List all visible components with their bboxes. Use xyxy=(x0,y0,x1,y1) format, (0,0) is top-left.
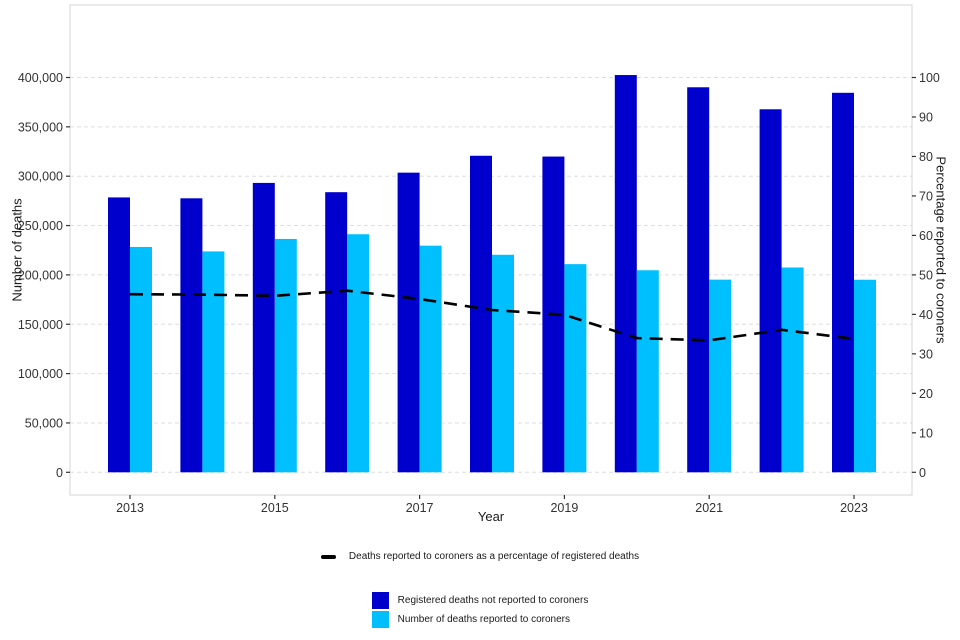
y-axis-tick-label-right: 50 xyxy=(919,268,933,282)
y-axis-tick-label-right: 60 xyxy=(919,229,933,243)
y-axis-tick-label-right: 100 xyxy=(919,71,940,85)
y-axis-tick-label-left: 350,000 xyxy=(18,120,63,134)
y-axis-tick-label-left: 50,000 xyxy=(25,416,63,430)
bar-reported-2017 xyxy=(419,245,442,473)
bar-legend-row-not-reported: Registered deaths not reported to corone… xyxy=(371,592,589,609)
legend-swatch-not-reported xyxy=(371,592,389,609)
bar-not-reported-2014 xyxy=(180,198,203,473)
y-axis-tick-label-right: 30 xyxy=(919,347,933,361)
bar-reported-2020 xyxy=(636,270,659,473)
bar-legend-row-reported: Number of deaths reported to coroners xyxy=(371,611,589,628)
panel-border xyxy=(69,4,913,496)
bar-reported-2018 xyxy=(492,254,514,473)
bar-reported-2019 xyxy=(564,264,587,473)
x-axis-title: Year xyxy=(477,509,505,524)
y-axis-tick-label-right: 80 xyxy=(919,150,933,164)
bar-not-reported-2023 xyxy=(832,92,854,473)
x-axis-tick-label: 2019 xyxy=(550,501,578,515)
y-axis-tick-label-left: 150,000 xyxy=(18,318,63,332)
bar-not-reported-2022 xyxy=(759,109,782,473)
y-axis-title-right: Percentage reported to coroners xyxy=(933,156,949,344)
bar-not-reported-2013 xyxy=(108,197,130,473)
percentage-line xyxy=(129,289,855,342)
bar-reported-2021 xyxy=(709,279,732,473)
y-axis-tick-label-left: 300,000 xyxy=(18,170,63,184)
y-axis-tick-label-right: 20 xyxy=(919,387,933,401)
plot-area: 0 50,000 100,000 150,000 200,000 250,000 300,0… xyxy=(18,4,940,515)
x-axis-tick-label: 2021 xyxy=(695,501,723,515)
bar-reported-2023 xyxy=(854,279,876,473)
y-axis-tick-label-right: 90 xyxy=(919,110,933,124)
bar-reported-2014 xyxy=(202,251,225,473)
x-axis-tick-label: 2017 xyxy=(406,501,434,515)
bar-reported-2016 xyxy=(347,234,370,473)
bar-legend-label-not-reported: Registered deaths not reported to corone… xyxy=(397,595,589,606)
bar-legend-label-reported: Number of deaths reported to coroners xyxy=(397,614,570,625)
y-axis-tick-label-right: 40 xyxy=(919,308,933,322)
bar-not-reported-2018 xyxy=(470,155,492,473)
x-axis-tick-label: 2013 xyxy=(116,501,144,515)
bar-not-reported-2015 xyxy=(252,182,275,473)
bar-legend: Registered deaths not reported to corone… xyxy=(0,592,960,628)
bar-not-reported-2020 xyxy=(614,75,637,473)
bar-reported-2022 xyxy=(781,267,804,473)
y-axis-tick-label-left: 250,000 xyxy=(18,219,63,233)
x-axis-tick-label: 2015 xyxy=(261,501,289,515)
y-axis-tick-label-left: 100,000 xyxy=(18,367,63,381)
y-axis-tick-label-right: 0 xyxy=(919,466,926,480)
line-legend-dash-icon xyxy=(320,554,336,559)
bar-not-reported-2021 xyxy=(687,87,710,473)
line-legend: Deaths reported to coroners as a percent… xyxy=(0,551,960,562)
legend-swatch-reported xyxy=(371,611,389,628)
y-axis-title-left: Number of deaths xyxy=(9,198,25,302)
y-axis-tick-label-left: 200,000 xyxy=(18,268,63,282)
bar-not-reported-2017 xyxy=(397,172,420,473)
bar-not-reported-2016 xyxy=(325,192,348,473)
y-axis-tick-label-left: 400,000 xyxy=(18,71,63,85)
y-axis-tick-label-right: 70 xyxy=(919,189,933,203)
bar-reported-2013 xyxy=(130,246,152,473)
line-legend-label: Deaths reported to coroners as a percent… xyxy=(348,551,640,562)
bar-reported-2015 xyxy=(274,238,297,473)
y-axis-tick-label-left: 0 xyxy=(56,466,63,480)
x-axis-tick-label: 2023 xyxy=(840,501,868,515)
y-axis-tick-label-right: 10 xyxy=(919,426,933,440)
